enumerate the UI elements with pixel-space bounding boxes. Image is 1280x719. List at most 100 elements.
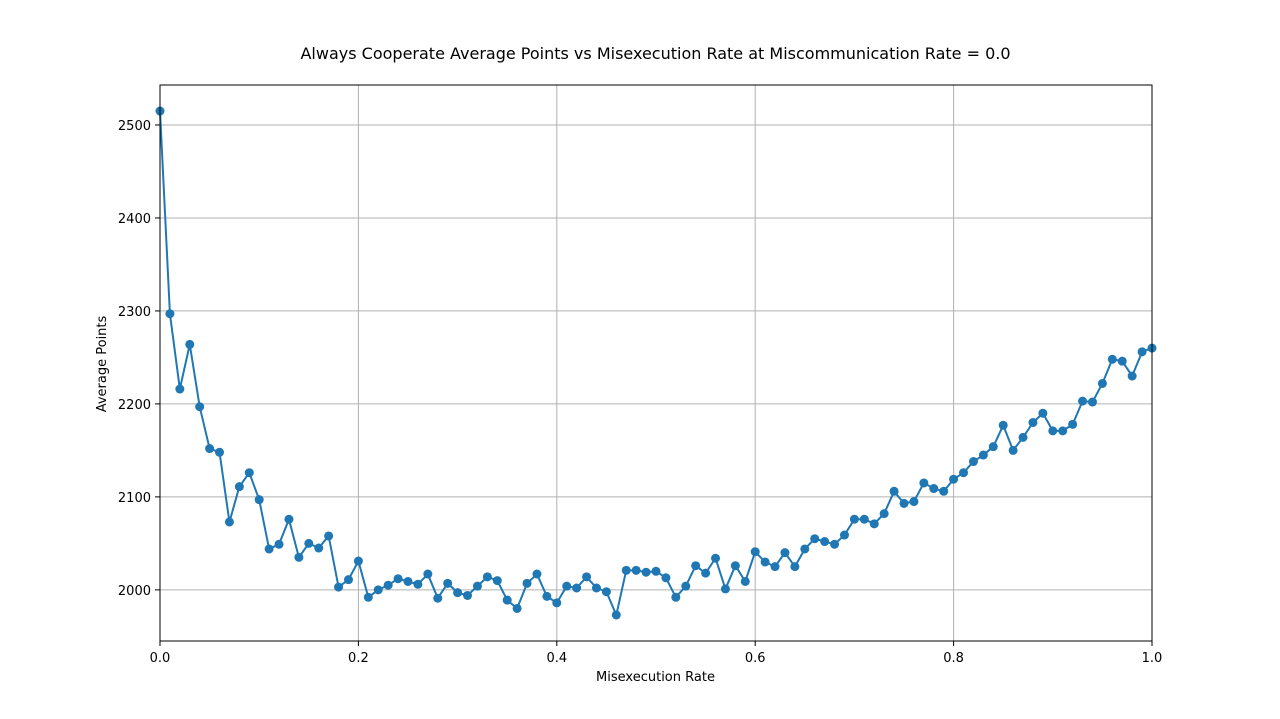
data-point	[800, 544, 810, 554]
data-point	[532, 569, 542, 579]
data-point	[562, 581, 572, 591]
data-point	[572, 583, 582, 593]
data-point	[760, 557, 770, 567]
data-point	[691, 561, 701, 571]
data-point	[859, 514, 869, 524]
data-point	[939, 486, 949, 496]
data-point	[324, 531, 334, 541]
y-tick-label: 2200	[118, 398, 151, 413]
y-tick-label: 2400	[118, 212, 151, 227]
data-point	[343, 575, 353, 585]
data-point	[770, 562, 780, 572]
data-point	[631, 565, 641, 575]
data-point	[909, 497, 919, 507]
data-point	[899, 498, 909, 508]
data-point	[1078, 396, 1088, 406]
x-tick-label: 0.6	[745, 651, 766, 666]
data-point	[334, 582, 344, 592]
data-point	[472, 581, 482, 591]
data-point	[988, 442, 998, 452]
x-axis-title: Misexecution Rate	[596, 670, 715, 685]
data-point	[393, 574, 403, 584]
y-tick-label: 2300	[118, 305, 151, 320]
data-point	[363, 592, 373, 602]
data-point	[205, 444, 215, 454]
data-point	[701, 568, 711, 578]
data-point	[780, 548, 790, 558]
data-point	[1028, 418, 1038, 428]
data-point	[552, 598, 562, 608]
axis-ticks: 0.0 0.2 0.4 0.6 0.8 1.0 2000 2100 2200 2300 2400 25…	[118, 119, 1162, 666]
data-point	[839, 530, 849, 540]
data-point	[978, 450, 988, 460]
data-point	[671, 592, 681, 602]
data-point	[195, 402, 205, 412]
data-point	[403, 576, 413, 586]
data-point	[492, 576, 502, 586]
chart-title: Always Cooperate Average Points vs Misex…	[300, 44, 1010, 63]
data-point	[1068, 419, 1078, 429]
data-point	[294, 552, 304, 562]
data-point	[433, 593, 443, 603]
x-tick-label: 0.4	[546, 651, 567, 666]
data-point	[1097, 378, 1107, 388]
data-point	[542, 591, 552, 601]
data-point	[224, 517, 234, 527]
data-point	[889, 486, 899, 496]
data-point	[1137, 347, 1147, 357]
data-point	[314, 543, 324, 553]
data-point	[740, 576, 750, 586]
data-point	[790, 562, 800, 572]
data-point	[284, 514, 294, 524]
data-point	[1008, 445, 1018, 455]
data-point	[463, 590, 473, 600]
data-point	[929, 484, 939, 494]
data-point	[582, 572, 592, 582]
data-point	[423, 569, 433, 579]
data-point	[661, 573, 671, 583]
x-tick-label: 0.8	[943, 651, 964, 666]
data-point	[949, 474, 959, 484]
data-point	[879, 509, 889, 519]
data-point	[849, 514, 859, 524]
data-point	[830, 539, 840, 549]
data-point	[264, 544, 274, 554]
data-point	[750, 547, 760, 557]
data-point	[611, 610, 621, 620]
y-tick-label: 2500	[118, 119, 151, 134]
data-point	[820, 537, 830, 547]
data-point	[373, 585, 383, 595]
data-point	[353, 556, 363, 566]
data-point	[641, 567, 651, 577]
data-point	[1117, 356, 1127, 366]
data-point	[185, 339, 195, 349]
data-point	[1018, 432, 1028, 442]
data-point	[959, 468, 969, 478]
x-tick-label: 0.2	[348, 651, 369, 666]
y-axis-title: Average Points	[95, 315, 110, 412]
data-point	[919, 478, 929, 488]
data-point	[165, 309, 175, 319]
data-point	[512, 603, 522, 613]
data-point	[482, 572, 492, 582]
data-point	[711, 553, 721, 563]
data-point	[453, 588, 463, 598]
data-point	[1048, 426, 1058, 436]
data-point	[730, 561, 740, 571]
data-point	[869, 519, 879, 529]
data-point	[601, 587, 611, 597]
data-point	[1127, 371, 1137, 381]
x-tick-label: 0.0	[150, 651, 171, 666]
data-point	[234, 482, 244, 492]
data-point	[968, 457, 978, 467]
data-point	[304, 538, 314, 548]
data-point	[215, 447, 225, 457]
data-point	[1058, 426, 1068, 436]
data-point	[998, 420, 1008, 430]
data-point	[522, 578, 532, 588]
plot-area-frame	[159, 84, 1153, 642]
y-tick-label: 2100	[118, 491, 151, 506]
grid-lines	[159, 85, 1153, 641]
data-point	[1087, 397, 1097, 407]
